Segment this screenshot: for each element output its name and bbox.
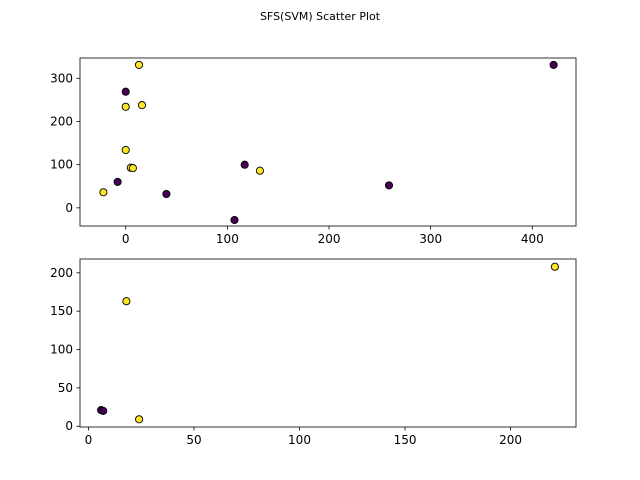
bottom-subplot: 0 50 100 150 200 0 50 100 150 200: [50, 258, 577, 447]
x-tick-label: 0: [85, 433, 93, 447]
y-tick-label: 100: [50, 158, 73, 172]
scatter-point: [550, 262, 559, 271]
y-tick-label: 200: [50, 114, 73, 128]
x-tick-label: 50: [186, 433, 201, 447]
x-tick-label: 200: [318, 232, 341, 246]
scatter-point: [122, 297, 131, 306]
scatter-point: [128, 164, 137, 173]
scatter-point: [134, 60, 144, 69]
x-tick-label: 300: [419, 232, 442, 246]
x-tick-label: 100: [288, 433, 311, 447]
x-tick-label: 400: [521, 232, 544, 246]
scatter-point: [549, 60, 558, 69]
top-subplot: 0 100 200 300 400 0 100 200 300: [50, 57, 577, 246]
scatter-point: [255, 166, 264, 175]
y-tick-label: 0: [65, 201, 73, 215]
figure-title: SFS(SVM) Scatter Plot: [260, 10, 381, 23]
scatter-point: [113, 177, 122, 186]
y-tick-label: 150: [50, 304, 73, 318]
scatter-point: [121, 145, 130, 155]
scatter-point: [121, 102, 130, 111]
y-tick-label: 200: [50, 266, 73, 280]
scatter-point: [121, 87, 130, 96]
scatter-point: [99, 406, 108, 415]
scatter-point: [384, 181, 394, 190]
y-tick-label: 100: [50, 343, 73, 357]
scatter-point: [99, 188, 108, 197]
scatter-point: [240, 160, 249, 169]
scatter-point: [137, 101, 147, 110]
axes-frame: [79, 258, 577, 428]
x-tick-label: 200: [499, 433, 522, 447]
y-tick-label: 50: [58, 381, 73, 395]
x-tick-label: 150: [394, 433, 417, 447]
x-tick-label: 0: [122, 232, 130, 246]
scatter-point: [135, 415, 144, 424]
scatter-point: [162, 189, 171, 199]
y-tick-label: 0: [65, 419, 73, 433]
x-tick-label: 100: [216, 232, 239, 246]
y-tick-label: 300: [50, 71, 73, 85]
scatter-point: [230, 215, 239, 225]
axes-frame: [79, 57, 577, 227]
